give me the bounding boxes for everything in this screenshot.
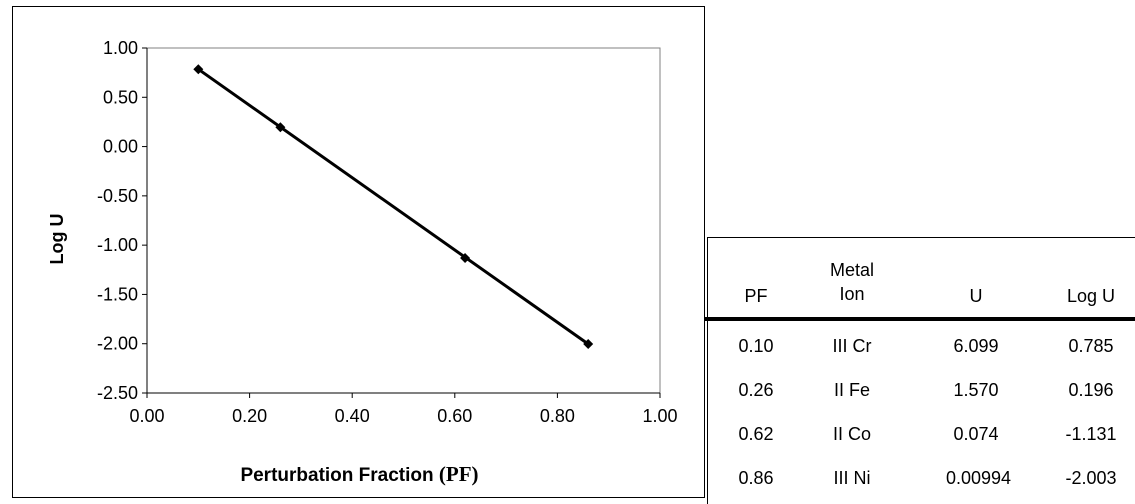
x-axis-title-text: Perturbation Fraction (240, 465, 434, 486)
table-row: 0.10 III Cr 6.099 0.785 (708, 336, 1135, 366)
y-tick-label: 0.00 (103, 137, 138, 157)
trendline (197, 67, 590, 346)
cell-u: 0.00994 (946, 468, 1012, 488)
chart-svg: 1.00 0.50 0.00 -0.50 -1.00 -1.50 -2.00 -2.50 0.0… (47, 38, 678, 426)
cell-pf: 0.26 (738, 380, 774, 400)
cell-pf: 0.86 (738, 468, 774, 488)
y-tick-label: 0.50 (103, 87, 138, 107)
y-tick-label: -0.50 (97, 186, 138, 206)
cell-u: 1.570 (953, 380, 999, 400)
chart-frame: 1.00 0.50 0.00 -0.50 -1.00 -1.50 -2.00 -2.50 0.0… (12, 6, 705, 498)
cell-metal-ion: III Cr (832, 336, 872, 356)
cell-log-u: -2.003 (1065, 468, 1117, 488)
y-tick-label: 1.00 (103, 38, 138, 58)
y-tick-label: -2.00 (97, 334, 138, 354)
y-tick-label: -2.50 (97, 383, 138, 403)
x-tick-label: 0.20 (232, 406, 267, 426)
axes-layer (146, 47, 661, 394)
header-log-u: Log U (1066, 286, 1116, 306)
header-u: U (969, 286, 983, 306)
cell-log-u: 0.196 (1068, 380, 1114, 400)
y-tick-label: -1.00 (97, 235, 138, 255)
x-tick-label: 0.00 (129, 406, 164, 426)
x-axis-title: Perturbation Fraction (PF) (13, 462, 706, 487)
data-point (460, 253, 471, 264)
x-tick-label: 0.80 (540, 406, 575, 426)
table-row: 0.26 II Fe 1.570 0.196 (708, 380, 1135, 410)
table-row: 0.86 III Ni 0.00994 -2.003 (708, 468, 1135, 498)
x-tick-label: 0.40 (335, 406, 370, 426)
x-axis-title-suffix: (PF) (438, 462, 479, 486)
header-rule (705, 317, 1135, 321)
data-table: PF Metal Ion U Log U 0.10 III Cr 6.099 0.78… (705, 237, 1135, 504)
cell-metal-ion: III Ni (833, 468, 871, 488)
cell-pf: 0.10 (738, 336, 774, 356)
cell-log-u: 0.785 (1068, 336, 1114, 356)
data-point (193, 64, 204, 75)
cell-metal-ion: II Fe (833, 380, 870, 400)
header-pf: PF (744, 286, 768, 306)
data-point (583, 339, 594, 350)
data-point (275, 122, 286, 133)
x-tick-label: 1.00 (642, 406, 677, 426)
cell-u: 0.074 (953, 424, 999, 444)
x-tick-label: 0.60 (437, 406, 472, 426)
y-tick-label: -1.50 (97, 284, 138, 304)
y-axis-title: Log U (47, 214, 67, 265)
ticks-layer: 1.00 0.50 0.00 -0.50 -1.00 -1.50 -2.00 -2.50 0.0… (97, 38, 678, 426)
table-header-row: PF Metal Ion U Log U (708, 238, 1135, 318)
series-layer (193, 64, 594, 350)
header-metal-ion: Metal Ion (829, 260, 874, 304)
table-row: 0.62 II Co 0.074 -1.131 (708, 424, 1135, 454)
cell-log-u: -1.131 (1065, 424, 1117, 444)
cell-pf: 0.62 (738, 424, 774, 444)
cell-u: 6.099 (953, 336, 999, 356)
cell-metal-ion: II Co (832, 424, 871, 444)
